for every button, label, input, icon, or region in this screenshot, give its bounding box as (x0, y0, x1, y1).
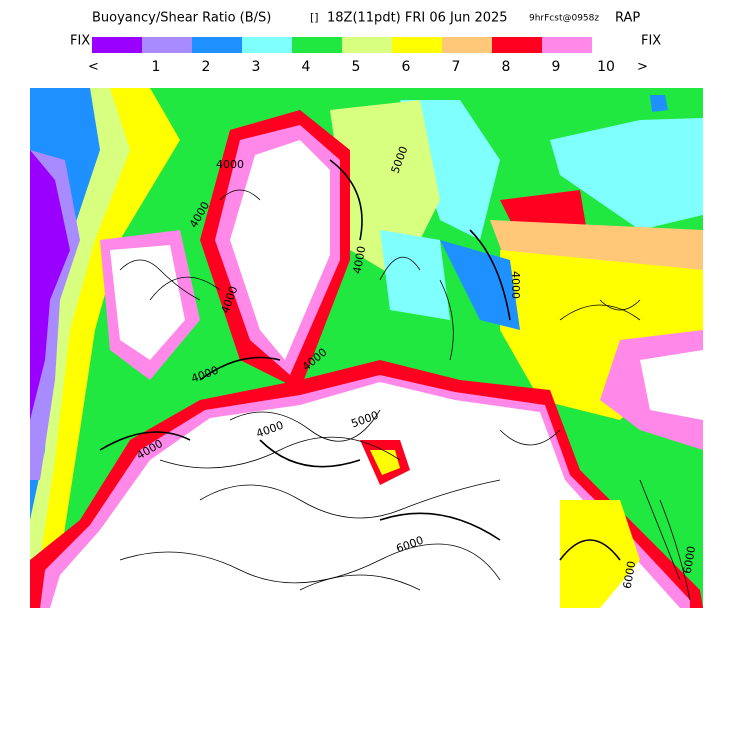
legend-swatch (542, 37, 592, 53)
legend-fix-left: FIX (70, 34, 90, 49)
legend-label: 7 (452, 59, 461, 75)
legend-low: < (88, 60, 99, 75)
legend-swatch (292, 37, 342, 53)
contour-label: 4000 (509, 271, 522, 299)
legend-label: 2 (202, 59, 211, 75)
legend-swatch (192, 37, 242, 53)
model: RAP (615, 11, 640, 26)
legend: FIX FIX < > 1 2 3 4 5 6 7 8 9 10 (70, 34, 661, 76)
contour-label: 6000 (621, 560, 639, 590)
forecast-time: 9hrFcst@0958z (529, 14, 599, 24)
title-box: [] (310, 11, 319, 24)
legend-swatch (342, 37, 392, 53)
contour-label: 4000 (351, 245, 369, 275)
map: 4000400040004000400040004000400040005000… (30, 88, 703, 608)
legend-label: 5 (352, 59, 361, 75)
header: Buoyancy/Shear Ratio (B/S) [] 18Z(11pdt)… (92, 11, 640, 26)
legend-fix-right: FIX (641, 34, 661, 49)
legend-label: 6 (402, 59, 411, 75)
legend-swatch (92, 37, 142, 53)
legend-label: 1 (152, 59, 161, 75)
contour-label: 6000 (681, 545, 699, 575)
legend-high: > (637, 60, 648, 75)
valid-time: 18Z(11pdt) FRI 06 Jun 2025 (327, 11, 508, 26)
legend-swatch (492, 37, 542, 53)
legend-swatch (242, 37, 292, 53)
legend-label: 4 (302, 59, 311, 75)
legend-label: 8 (502, 59, 511, 75)
legend-swatch (392, 37, 442, 53)
legend-swatch (142, 37, 192, 53)
title: Buoyancy/Shear Ratio (B/S) (92, 11, 271, 26)
legend-label: 3 (252, 59, 261, 75)
legend-swatch (442, 37, 492, 53)
legend-label: 9 (552, 59, 561, 75)
contour-label: 4000 (216, 158, 244, 171)
legend-label: 10 (597, 59, 615, 75)
